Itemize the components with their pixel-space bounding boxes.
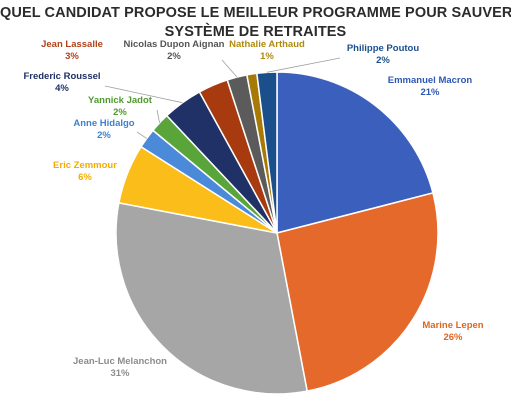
slice-value-yannick-jadot: 2%	[113, 107, 127, 118]
slice-value-nicolas-dupon-aignan: 2%	[167, 51, 181, 62]
slice-value-philippe-poutou: 2%	[376, 55, 390, 66]
pie-slice-philippe-poutou	[255, 71, 278, 234]
slice-value-jean-lassalle: 3%	[65, 51, 79, 62]
slice-value-eric-zemmour: 6%	[78, 172, 92, 183]
chart-title-line-1: QUEL CANDIDAT PROPOSE LE MEILLEUR PROGRA…	[0, 5, 511, 21]
slice-name-anne-hidalgo: Anne Hidalgo	[73, 118, 134, 129]
slice-value-frederic-roussel: 4%	[55, 83, 69, 94]
slice-name-jean-lassalle: Jean Lassalle	[41, 39, 103, 50]
slice-value-nathalie-arthaud: 1%	[260, 51, 274, 62]
slice-name-nicolas-dupon-aignan: Nicolas Dupon Aignan	[124, 39, 225, 50]
slice-value-emmanuel-macron: 21%	[420, 87, 440, 98]
slice-name-emmanuel-macron: Emmanuel Macron	[388, 75, 473, 86]
slice-name-nathalie-arthaud: Nathalie Arthaud	[229, 39, 305, 50]
chart-title-line-2: SYSTÈME DE RETRAITES	[164, 24, 347, 40]
leader-line-frederic-roussel	[104, 85, 183, 104]
slice-name-yannick-jadot: Yannick Jadot	[88, 95, 153, 106]
slice-name-frederic-roussel: Frederic Roussel	[23, 71, 100, 82]
pie-slice-jean-luc-melanchon	[115, 201, 309, 395]
chart-title: QUEL CANDIDAT PROPOSE LE MEILLEUR PROGRA…	[0, 4, 511, 42]
leader-line-yannick-jadot	[156, 109, 160, 123]
leader-line-anne-hidalgo	[136, 131, 147, 139]
pie-slice-emmanuel-macron	[276, 71, 434, 234]
slice-name-philippe-poutou: Philippe Poutou	[347, 43, 419, 54]
leader-line-nicolas-dupon-aignan	[221, 59, 238, 78]
leader-line-philippe-poutou	[266, 57, 341, 73]
slice-value-jean-luc-melanchon: 31%	[110, 368, 130, 379]
pie-slices	[115, 71, 439, 395]
slice-name-marine-lepen: Marine Lepen	[422, 320, 483, 331]
slice-name-eric-zemmour: Eric Zemmour	[53, 160, 117, 171]
pie-slice-marine-lepen	[276, 192, 439, 393]
slice-value-anne-hidalgo: 2%	[97, 130, 111, 141]
slice-value-marine-lepen: 26%	[443, 332, 463, 343]
slice-name-jean-luc-melanchon: Jean-Luc Melanchon	[73, 356, 167, 367]
